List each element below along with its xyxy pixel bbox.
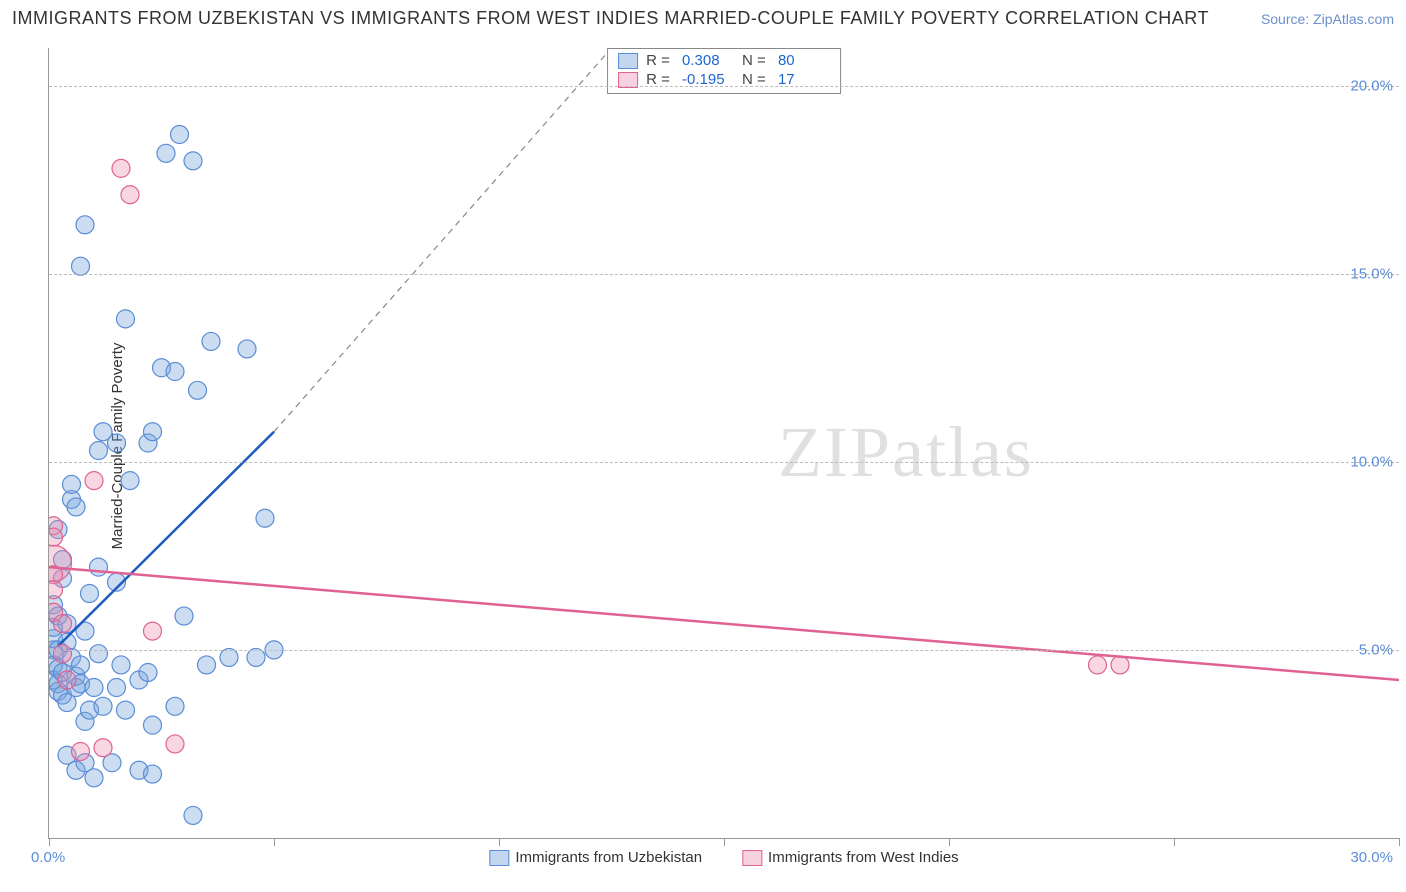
x-axis-min-label: 0.0%	[31, 849, 65, 866]
chart-title: IMMIGRANTS FROM UZBEKISTAN VS IMMIGRANTS…	[12, 8, 1209, 29]
r-value-1: 0.308	[682, 52, 734, 69]
legend-item-2: Immigrants from West Indies	[742, 849, 959, 866]
title-bar: IMMIGRANTS FROM UZBEKISTAN VS IMMIGRANTS…	[12, 8, 1394, 29]
n-label: N =	[742, 52, 770, 69]
r-label: R =	[646, 52, 674, 69]
y-tick-label: 20.0%	[1350, 77, 1393, 94]
chart-container: IMMIGRANTS FROM UZBEKISTAN VS IMMIGRANTS…	[0, 0, 1406, 892]
swatch-blue-icon	[618, 53, 638, 69]
legend-label-1: Immigrants from Uzbekistan	[515, 849, 702, 866]
correlation-stats-box: R = 0.308 N = 80 R = -0.195 N = 17	[607, 48, 841, 94]
y-tick-label: 15.0%	[1350, 265, 1393, 282]
series-legend: Immigrants from Uzbekistan Immigrants fr…	[489, 849, 958, 866]
n-value-1: 80	[778, 52, 830, 69]
y-tick-label: 5.0%	[1359, 641, 1393, 658]
plot-area: ZIPatlas R = 0.308 N = 80 R = -0.195 N =…	[48, 48, 1399, 839]
stats-row-series-1: R = 0.308 N = 80	[618, 51, 830, 70]
legend-swatch-blue-icon	[489, 850, 509, 866]
source-link[interactable]: Source: ZipAtlas.com	[1261, 11, 1394, 27]
legend-swatch-pink-icon	[742, 850, 762, 866]
y-tick-label: 10.0%	[1350, 453, 1393, 470]
legend-label-2: Immigrants from West Indies	[768, 849, 959, 866]
legend-item-1: Immigrants from Uzbekistan	[489, 849, 702, 866]
x-axis-max-label: 30.0%	[1350, 849, 1393, 866]
scatter-plot-svg	[49, 48, 1399, 838]
